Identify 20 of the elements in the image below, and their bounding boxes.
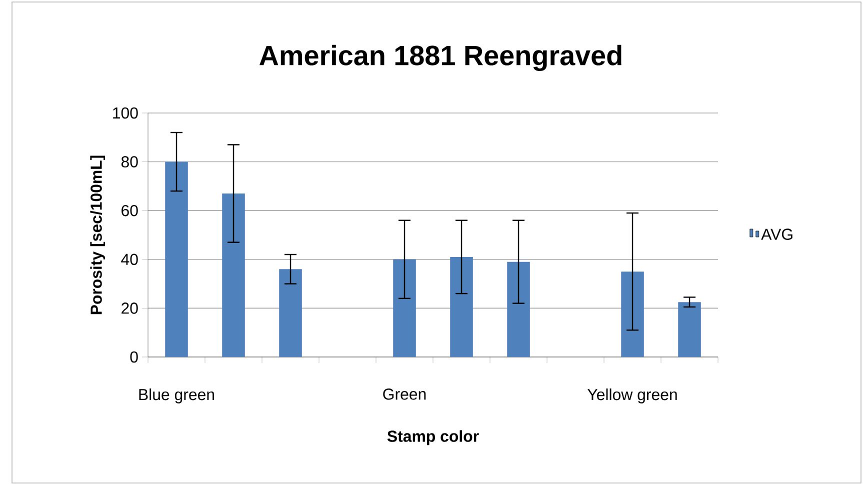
x-tick-label: Yellow green (588, 388, 677, 404)
x-tick-label: Blue green (139, 388, 214, 404)
y-axis-title: Porosity [sec/100mL] (90, 156, 106, 314)
bar (279, 269, 302, 357)
bar (222, 194, 245, 357)
bar (507, 262, 530, 357)
bar (678, 302, 701, 357)
legend-label: AVG (761, 228, 792, 240)
y-tick-label: 0 (130, 351, 138, 363)
chart-title: American 1881 Reengraved (260, 44, 622, 72)
bar (450, 256, 473, 357)
y-tick-label: 80 (121, 156, 138, 168)
y-tick-label: 100 (113, 107, 138, 119)
y-tick-label: 60 (122, 204, 138, 216)
y-tick-label: 20 (122, 302, 138, 314)
x-tick-label: Green (383, 388, 426, 400)
bar (165, 162, 188, 357)
bar (393, 259, 416, 357)
y-tick-label: 40 (121, 254, 138, 266)
x-axis-title: Stamp color (387, 430, 479, 446)
